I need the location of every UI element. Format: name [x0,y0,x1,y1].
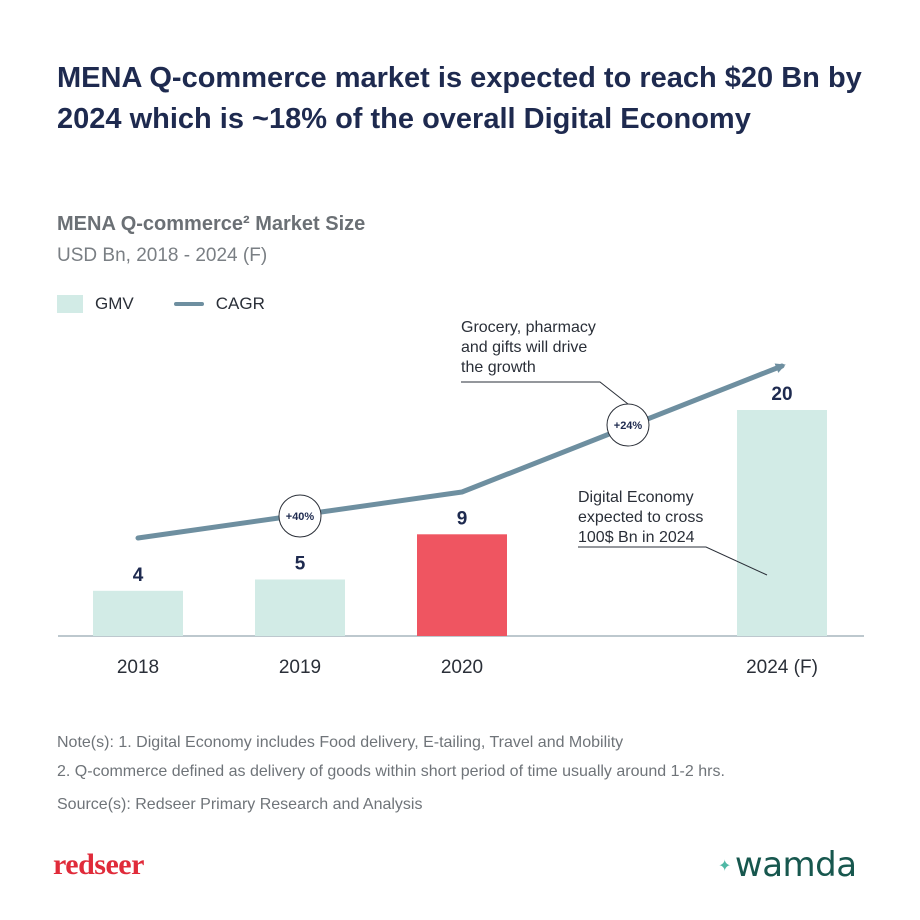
chart-units: USD Bn, 2018 - 2024 (F) [57,245,268,266]
bar-2024 (F) [737,410,827,636]
annotation-digital-line-3: 100$ Bn in 2024 [578,529,695,546]
cagr-badge-label-1: +40% [286,511,315,523]
headline: MENA Q-commerce market is expected to re… [57,62,862,135]
bar-2018 [93,590,183,636]
legend-gmv-swatch [57,295,83,313]
annotation-digital-leader [578,546,768,576]
wamda-logo-text: wamda [734,845,857,885]
annotation-growth-line-1: Grocery, pharmacy [461,319,596,336]
tick-label-2018: 2018 [117,657,159,678]
bar-2019 [255,579,345,636]
chart-subtitle: MENA Q-commerce² Market Size [57,213,366,235]
value-label-2024 (F): 20 [771,384,792,405]
sparkle-icon: ✦ [718,855,731,875]
cagr-badge-1 [278,494,322,538]
annotation-growth-leader [461,381,629,405]
tick-label-2020: 2020 [441,657,483,678]
note-line-2: 2. Q-commerce defined as delivery of goo… [57,763,725,780]
legend: GMV CAGR [57,294,265,314]
annotation-growth-line-2: and gifts will drive [461,339,587,356]
note-line-1: Note(s): 1. Digital Economy includes Foo… [57,734,624,751]
wamda-logo: ✦ wamda [718,845,857,885]
notes: Note(s): 1. Digital Economy includes Foo… [57,728,725,786]
value-label-2020: 9 [457,508,468,529]
tick-label-2024 (F): 2024 (F) [746,657,818,678]
legend-cagr-swatch [173,302,204,306]
value-label-2019: 5 [295,554,306,575]
annotation-digital-line-2: expected to cross [578,509,703,526]
value-label-2018: 4 [133,565,144,586]
tick-label-2019: 2019 [279,657,321,678]
source-note: Source(s): Redseer Primary Research and … [57,796,423,813]
bar-2020 [417,534,507,636]
cagr-badge-label-2: +24% [614,420,643,432]
legend-gmv-label: GMV [95,294,134,313]
annotation-growth-line-3: the growth [461,359,536,376]
legend-cagr-label: CAGR [215,294,265,313]
annotation-digital-line-1: Digital Economy [578,489,694,506]
redseer-logo: redseer [53,848,144,881]
